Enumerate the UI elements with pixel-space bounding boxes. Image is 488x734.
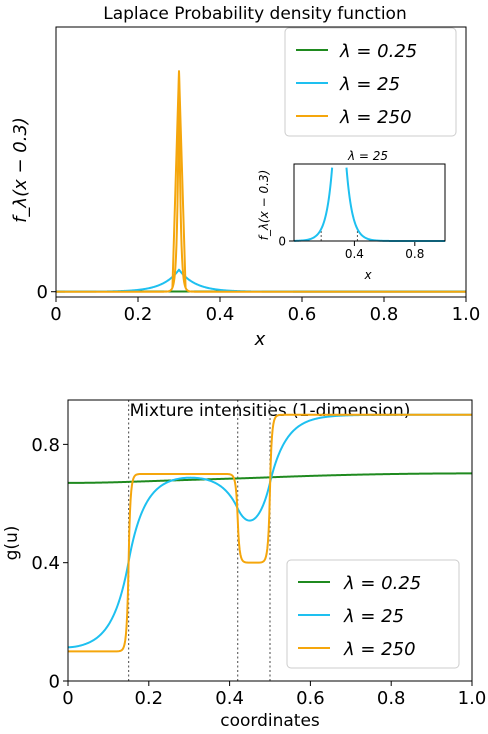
bottom-legend: λ = 0.25 λ = 25 λ = 250: [286, 559, 460, 669]
bottom-x-tick-label-2: 0.4: [215, 688, 244, 709]
bottom-y-tick-label-1: 0.4: [31, 553, 60, 574]
bottom-legend-box: [286, 559, 460, 669]
top-x-tick-label-2: 0.4: [206, 304, 235, 325]
bottom-x-tick-label-1: 0.2: [134, 688, 163, 709]
top-legend: λ = 0.25 λ = 25 λ = 250: [284, 27, 457, 137]
top-legend-label-0: λ = 0.25: [339, 41, 417, 62]
inset-x-tick-label-1: 0.8: [405, 247, 424, 261]
top-legend-box: [284, 27, 457, 137]
top-plot-frame: [55, 26, 467, 298]
mixture-intensity-chart: Mixture intensities (1-dimension) 0 0.2 0.…: [2, 399, 487, 731]
top-series-peak-2: [171, 71, 187, 288]
bottom-legend-label-2: λ = 250: [343, 639, 416, 660]
bottom-y-axis-label: g(u): [2, 526, 22, 561]
bottom-plot-frame: [67, 399, 473, 682]
top-x-tick-label-3: 0.6: [288, 304, 317, 325]
laplace-density-chart: Laplace Probability density function 0 0.…: [10, 4, 480, 350]
top-series-line-1: [55, 268, 467, 293]
inset-y-axis-label: f_λ(x − 0.3): [257, 170, 271, 241]
inset-series-line: [293, 167, 445, 242]
top-y-tick-label-0: 0: [37, 282, 48, 303]
inset-chart: λ = 25 0.4 0.8 0 x f_λ(x − 0.3): [257, 149, 446, 282]
top-x-tick-label-0: 0: [50, 304, 61, 325]
top-y-axis-label: f_λ(x − 0.3): [10, 117, 31, 223]
top-series-line-2: [55, 70, 467, 293]
bottom-x-tick-label-5: 1.0: [458, 688, 487, 709]
bottom-x-tick-label-0: 0: [62, 688, 73, 709]
bottom-x-axis-label: coordinates: [220, 711, 320, 731]
inset-x-axis-label: x: [363, 268, 372, 282]
top-x-tick-label-1: 0.2: [124, 304, 153, 325]
bottom-legend-label-0: λ = 0.25: [343, 573, 421, 594]
bottom-y-tick-label-2: 0.8: [31, 435, 60, 456]
bottom-y-tick-label-0: 0: [49, 671, 60, 692]
top-legend-label-2: λ = 250: [339, 107, 412, 128]
top-legend-label-1: λ = 25: [339, 74, 400, 95]
top-x-tick-label-4: 0.8: [370, 304, 399, 325]
bottom-series-line-2: [67, 413, 473, 653]
inset-title: λ = 25: [347, 149, 388, 163]
top-x-tick-label-5: 1.0: [452, 304, 481, 325]
top-x-axis-label: x: [254, 329, 266, 350]
bottom-x-tick-label-3: 0.6: [296, 688, 325, 709]
inset-x-tick-label-0: 0.4: [345, 247, 364, 261]
inset-plot-frame: [293, 163, 446, 242]
inset-y-tick-label-0: 0: [278, 234, 286, 248]
bottom-x-tick-label-4: 0.8: [377, 688, 406, 709]
bottom-legend-label-1: λ = 25: [343, 606, 404, 627]
top-chart-title: Laplace Probability density function: [103, 4, 406, 24]
